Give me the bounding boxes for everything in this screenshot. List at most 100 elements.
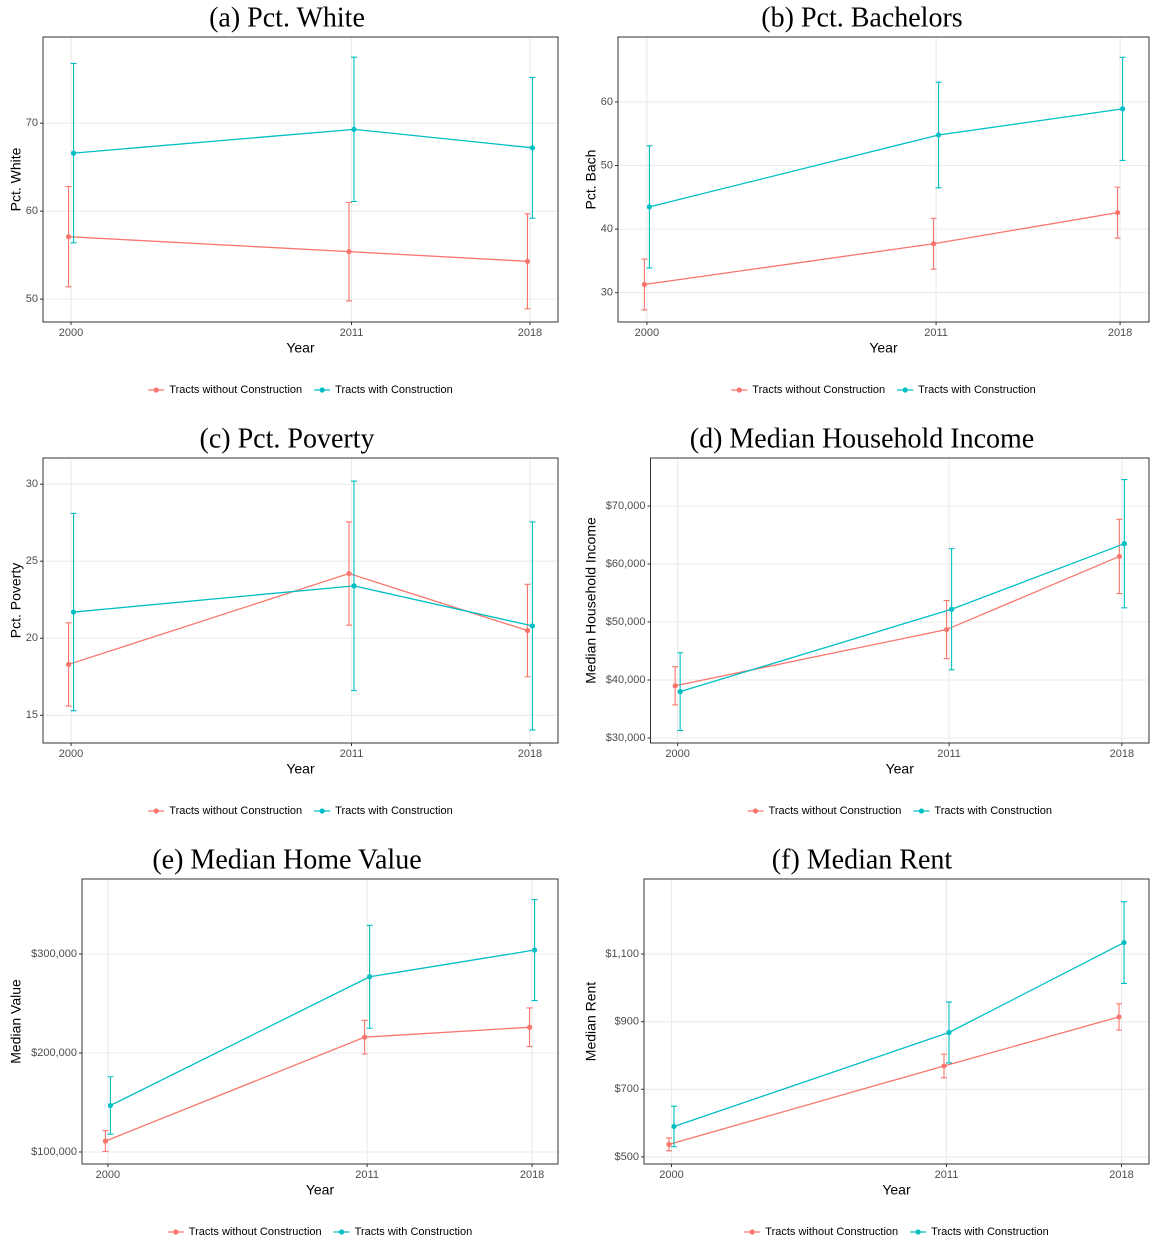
legend-label: Tracts without Construction xyxy=(189,1226,322,1238)
x-tick-label: 2018 xyxy=(1110,748,1134,760)
point xyxy=(1116,1014,1122,1020)
point xyxy=(351,583,357,589)
legend: Tracts without Construction Tracts with C… xyxy=(148,805,453,817)
panel: (c) Pct. Poverty 15 20 25 30 2000 2011 2018 Year… xyxy=(8,423,559,817)
panel: (f) Median Rent $500 $700 $900 $1,100 2000 201… xyxy=(583,844,1150,1238)
point xyxy=(641,281,648,288)
panel-title: (f) Median Rent xyxy=(772,844,953,875)
plot-border xyxy=(617,36,1150,323)
plot-background xyxy=(618,37,1149,322)
point xyxy=(531,947,538,953)
x-tick-label: 2018 xyxy=(518,748,542,760)
plot-border xyxy=(81,878,559,1165)
panel-title: (a) Pct. White xyxy=(209,2,365,33)
y-tick-label: 25 xyxy=(26,555,38,567)
legend-label: Tracts without Construction xyxy=(765,1226,898,1238)
plot-background xyxy=(82,879,558,1164)
point xyxy=(1116,553,1122,560)
point xyxy=(944,626,950,633)
legend-key-point xyxy=(749,1229,755,1235)
x-tick-label: 2018 xyxy=(1108,327,1132,339)
point xyxy=(529,145,536,151)
x-tick-label: 2000 xyxy=(659,1169,683,1181)
x-tick-label: 2000 xyxy=(59,748,83,760)
y-tick-label: $700 xyxy=(615,1083,639,1095)
y-tick-label: $60,000 xyxy=(606,558,646,570)
point xyxy=(949,606,955,612)
point xyxy=(1114,209,1121,216)
legend-label: Tracts without Construction xyxy=(169,384,302,396)
panel-title: (b) Pct. Bachelors xyxy=(761,2,962,33)
point xyxy=(524,627,531,634)
y-tick-label: $50,000 xyxy=(606,616,646,628)
x-axis-label: Year xyxy=(886,761,915,777)
point xyxy=(1119,106,1126,112)
point xyxy=(941,1063,947,1069)
x-tick-label: 2018 xyxy=(520,1169,544,1181)
y-tick-label: $300,000 xyxy=(31,948,77,960)
legend-key-point xyxy=(915,1229,921,1235)
point xyxy=(346,249,352,255)
point xyxy=(677,689,683,695)
y-tick-label: $40,000 xyxy=(606,674,646,686)
plot-background xyxy=(43,458,558,743)
y-tick-label: 60 xyxy=(601,96,613,108)
panel: (e) Median Home Value $100,000 $200,000 $30… xyxy=(8,844,559,1238)
x-tick-label: 2000 xyxy=(96,1169,120,1181)
x-tick-label: 2011 xyxy=(924,327,948,339)
panel-title: (e) Median Home Value xyxy=(152,844,421,875)
legend: Tracts without Construction Tracts with C… xyxy=(744,1226,1049,1238)
point xyxy=(346,570,352,577)
y-tick-label: 15 xyxy=(26,709,38,721)
point xyxy=(1121,939,1127,946)
legend-label: Tracts with Construction xyxy=(931,1226,1049,1238)
y-tick-label: 50 xyxy=(601,159,613,171)
point xyxy=(70,609,77,615)
legend-label: Tracts with Construction xyxy=(918,384,1036,396)
y-tick-label: 30 xyxy=(601,287,613,299)
y-tick-label: $500 xyxy=(615,1151,639,1163)
point xyxy=(65,234,72,240)
legend-key-point xyxy=(153,808,159,814)
point xyxy=(102,1138,109,1144)
plot-background xyxy=(650,458,1149,743)
x-axis-label: Year xyxy=(306,1182,335,1198)
x-tick-label: 2018 xyxy=(1109,1169,1133,1181)
point xyxy=(646,204,653,210)
legend-key-point xyxy=(752,808,759,814)
x-tick-label: 2011 xyxy=(937,748,961,760)
y-tick-label: $30,000 xyxy=(606,732,646,744)
y-axis-label: Pct. Poverty xyxy=(8,563,24,638)
point xyxy=(65,661,72,668)
point xyxy=(946,1029,952,1036)
legend-label: Tracts with Construction xyxy=(934,805,1052,817)
panel: (b) Pct. Bachelors 30 40 50 60 2000 2011 2018 Ye… xyxy=(583,2,1150,396)
plot-background xyxy=(43,37,558,322)
point xyxy=(529,623,536,629)
y-axis-label: Pct. Bach xyxy=(583,150,599,210)
point xyxy=(672,683,678,689)
point xyxy=(351,126,357,132)
legend-label: Tracts with Construction xyxy=(355,1226,473,1238)
legend-label: Tracts without Construction xyxy=(769,805,902,817)
panel-title: (c) Pct. Poverty xyxy=(200,423,375,454)
legend-key-point xyxy=(918,808,924,814)
legend: Tracts without Construction Tracts with C… xyxy=(747,805,1052,817)
y-axis-label: Pct. White xyxy=(8,147,24,211)
x-tick-label: 2011 xyxy=(340,327,364,339)
legend: Tracts without Construction Tracts with C… xyxy=(167,1226,473,1238)
legend-key-point xyxy=(736,387,742,393)
legend-key-point xyxy=(319,808,325,814)
plot-border xyxy=(42,36,559,323)
y-tick-label: 40 xyxy=(601,223,613,235)
x-axis-label: Year xyxy=(869,340,898,356)
point xyxy=(666,1141,672,1147)
legend-label: Tracts without Construction xyxy=(752,384,885,396)
point xyxy=(524,258,531,264)
x-tick-label: 2018 xyxy=(518,327,542,339)
x-tick-label: 2011 xyxy=(355,1169,379,1181)
point xyxy=(362,1034,368,1040)
legend: Tracts without Construction Tracts with C… xyxy=(148,384,453,396)
